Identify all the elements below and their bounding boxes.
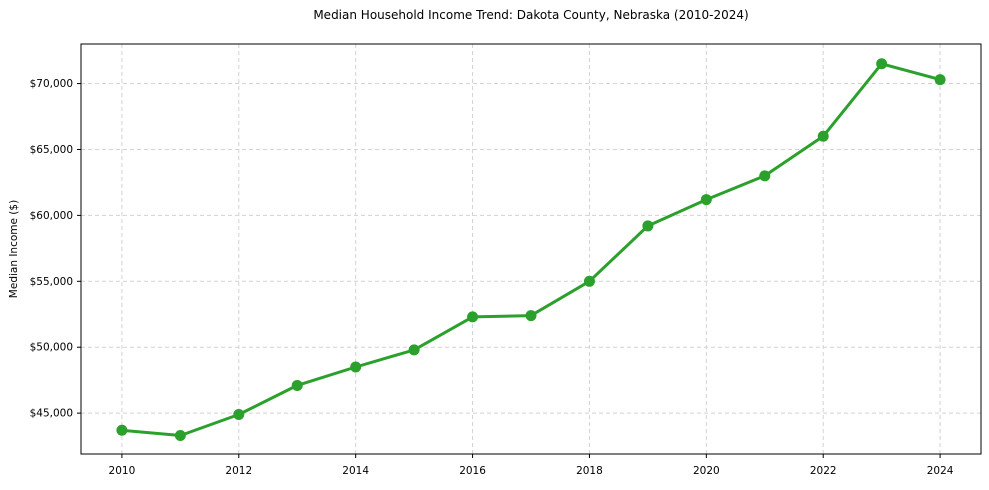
data-point <box>700 194 712 206</box>
data-point <box>116 424 128 436</box>
data-point <box>817 130 829 142</box>
data-point <box>583 275 595 287</box>
data-point <box>467 311 479 323</box>
data-point <box>934 74 946 86</box>
x-tick-label: 2022 <box>810 465 837 477</box>
y-tick-label: $70,000 <box>30 78 73 90</box>
x-tick-label: 2016 <box>459 465 486 477</box>
data-point <box>233 408 245 420</box>
x-tick-label: 2020 <box>693 465 720 477</box>
axes-spines <box>80 43 982 455</box>
x-tick-label: 2018 <box>576 465 603 477</box>
x-tick-label: 2014 <box>342 465 369 477</box>
y-tick-label: $45,000 <box>30 408 73 420</box>
data-point <box>408 344 420 356</box>
y-tick-label: $65,000 <box>30 144 73 156</box>
data-point <box>350 361 362 373</box>
data-point <box>525 310 537 322</box>
chart-title: Median Household Income Trend: Dakota Co… <box>313 8 749 22</box>
x-tick-label: 2012 <box>225 465 252 477</box>
data-point <box>174 430 186 442</box>
y-tick-label: $50,000 <box>30 342 73 354</box>
x-tick-label: 2024 <box>927 465 954 477</box>
data-point <box>876 58 888 70</box>
y-tick-label: $60,000 <box>30 210 73 222</box>
trend-line <box>120 62 942 437</box>
y-tick-label: $55,000 <box>30 276 73 288</box>
data-point <box>642 220 654 232</box>
x-tick-label: 2010 <box>109 465 136 477</box>
data-point <box>759 170 771 182</box>
data-point <box>291 379 303 391</box>
